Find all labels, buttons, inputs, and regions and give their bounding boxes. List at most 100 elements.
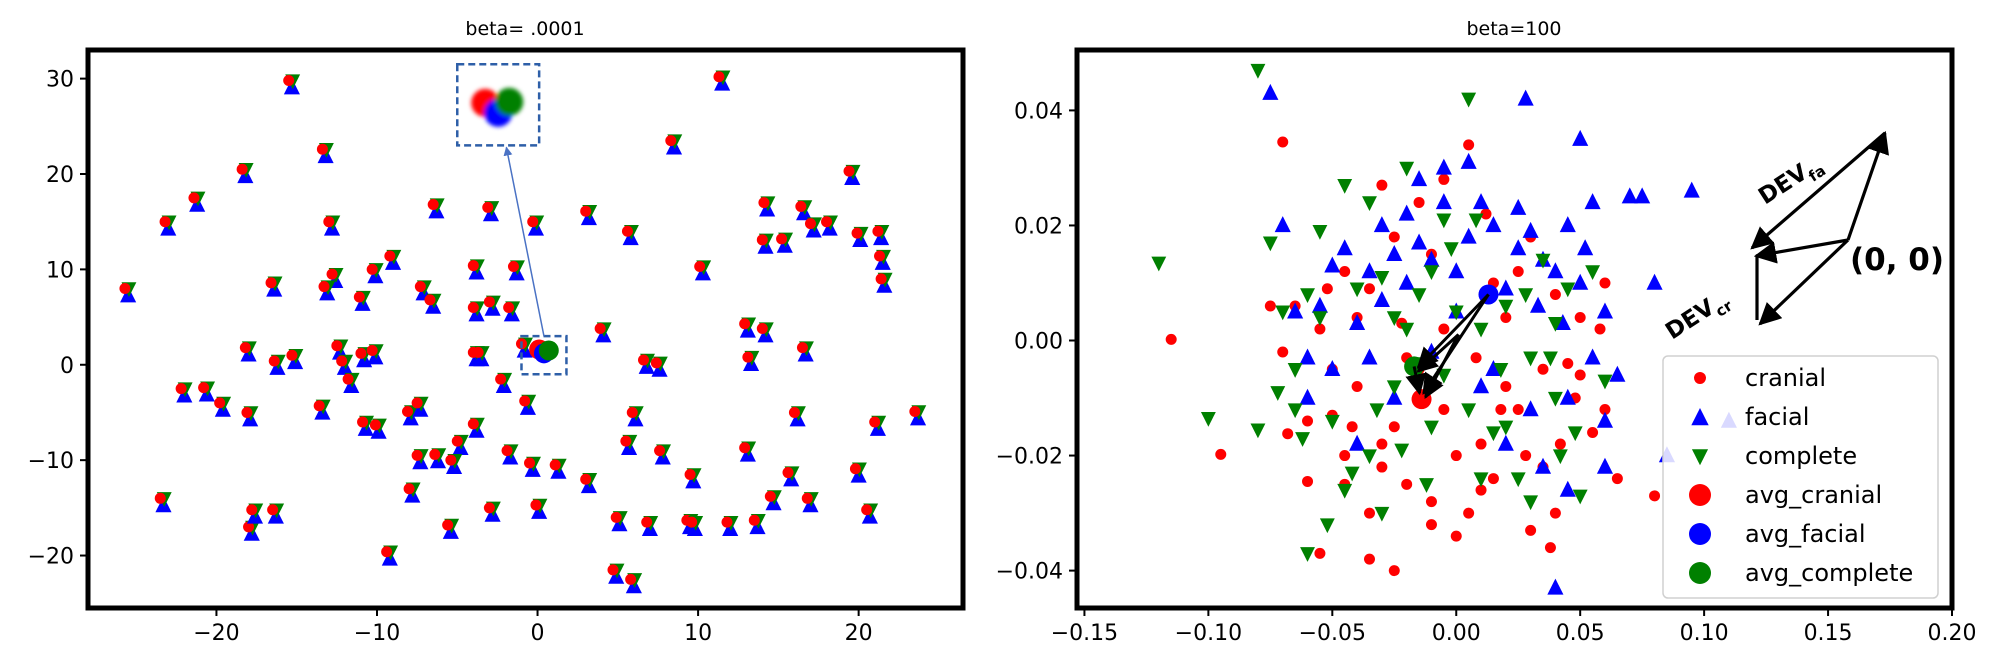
cranial-point	[1500, 311, 1512, 323]
cranial-point	[1165, 333, 1177, 345]
complete-point	[1535, 253, 1551, 269]
facial-point	[1572, 129, 1589, 146]
facial-point	[1460, 227, 1477, 244]
facial-point	[1596, 411, 1614, 428]
complete-point	[1473, 322, 1489, 338]
cranial-point	[796, 342, 808, 354]
facial-point	[1646, 273, 1663, 290]
cranial-point	[323, 216, 335, 228]
cranial-point	[527, 216, 539, 228]
cranial-point	[318, 281, 330, 293]
facial-point	[1324, 359, 1341, 376]
cranial-point	[1599, 404, 1611, 416]
dev-cr-base: DEV	[1661, 294, 1719, 345]
legend-avg-facial-label: avg_facial	[1745, 520, 1866, 548]
complete-point	[1523, 351, 1539, 367]
complete-point	[1362, 196, 1377, 211]
cranial-point	[1314, 547, 1326, 559]
cranial-point	[1480, 208, 1492, 220]
left-xtick-label: 20	[845, 621, 873, 646]
facial-point	[1411, 170, 1428, 187]
complete-point	[1498, 299, 1514, 315]
left-axes-frame	[85, 47, 966, 611]
cranial-point	[1475, 438, 1487, 450]
cranial-point	[198, 382, 210, 394]
left-xtick-label: 10	[684, 621, 712, 646]
cranial-point	[1376, 438, 1388, 450]
facial-point	[1554, 313, 1571, 330]
svg-text:DEVfa: DEVfa	[1754, 151, 1829, 215]
facial-point	[1497, 279, 1514, 296]
cranial-point	[472, 346, 484, 358]
complete-point	[1443, 242, 1459, 258]
facial-point	[1349, 313, 1366, 330]
cranial-point	[594, 323, 606, 335]
complete-point	[1473, 472, 1489, 488]
cranial-point	[1512, 404, 1524, 416]
complete-point	[1399, 322, 1415, 338]
facial-point	[1522, 221, 1539, 238]
facial-point	[1398, 204, 1415, 221]
left-axis-ticks: −20 −10 0 10 20 −20 −10 0 10 20 30	[28, 68, 873, 646]
complete-point	[1250, 423, 1266, 439]
inner-arrow	[1405, 366, 1427, 396]
cranial-point	[1346, 421, 1358, 433]
cranial-point	[214, 397, 226, 409]
cranial-point	[875, 273, 887, 285]
zoom-inset-points	[471, 87, 524, 127]
facial-point	[1559, 388, 1576, 405]
cranial-point	[1302, 475, 1314, 487]
complete-point	[1552, 449, 1568, 465]
cranial-point	[467, 260, 479, 272]
cranial-point	[1376, 179, 1388, 191]
cranial-point	[1554, 438, 1566, 450]
complete-point	[1543, 351, 1558, 367]
right-xtick-label: −0.10	[1175, 621, 1242, 646]
right-xtick-label: −0.05	[1299, 621, 1366, 646]
cranial-point	[1487, 473, 1499, 485]
cranial-point	[851, 227, 863, 239]
complete-point	[1386, 380, 1402, 396]
legend: cranial facial complete avg_cranial avg_faci…	[1662, 355, 1939, 599]
cranial-point	[1438, 173, 1450, 185]
facial-point	[1485, 216, 1502, 233]
facial-point	[1547, 262, 1564, 279]
complete-point	[1461, 92, 1477, 108]
facial-point	[1534, 457, 1552, 474]
cranial-point	[1425, 496, 1437, 508]
left-ytick-label: −20	[28, 545, 74, 570]
cranial-point	[336, 355, 348, 367]
facial-point	[1423, 342, 1440, 359]
facial-point	[1547, 578, 1564, 595]
facial-point	[1584, 348, 1601, 365]
complete-point	[1250, 63, 1266, 79]
cranial-point	[429, 448, 441, 460]
cranial-point	[713, 71, 725, 83]
complete-point	[1498, 420, 1514, 436]
complete-point	[1424, 420, 1439, 436]
cranial-point	[495, 373, 507, 385]
inner-arrow	[1416, 333, 1460, 373]
cranial-point	[411, 449, 423, 461]
cranial-point	[874, 250, 886, 262]
cranial-point	[804, 218, 816, 230]
right-xtick-label: 0.10	[1680, 621, 1729, 646]
cranial-point	[621, 225, 633, 237]
facial-point	[1621, 187, 1638, 204]
legend-cranial-marker	[1694, 372, 1706, 384]
cranial-point	[243, 521, 255, 533]
right-ytick-label: −0.02	[996, 445, 1063, 470]
cranial-point	[427, 199, 439, 211]
complete-point	[1344, 466, 1360, 482]
facial-point	[1423, 250, 1440, 267]
cranial-point	[549, 459, 561, 471]
facial-point	[1299, 388, 1316, 405]
deviation-diagram	[1750, 130, 1889, 326]
cranial-point	[313, 400, 325, 412]
cranial-point	[467, 302, 479, 314]
cranial-point	[1549, 288, 1561, 300]
cranial-point	[482, 201, 494, 213]
cranial-point	[119, 282, 131, 294]
right-panel: beta=100 −0.15 −0.10 −0.05 0.00 0.05 0.10 0.15…	[996, 18, 1977, 646]
cranial-point	[414, 281, 426, 293]
